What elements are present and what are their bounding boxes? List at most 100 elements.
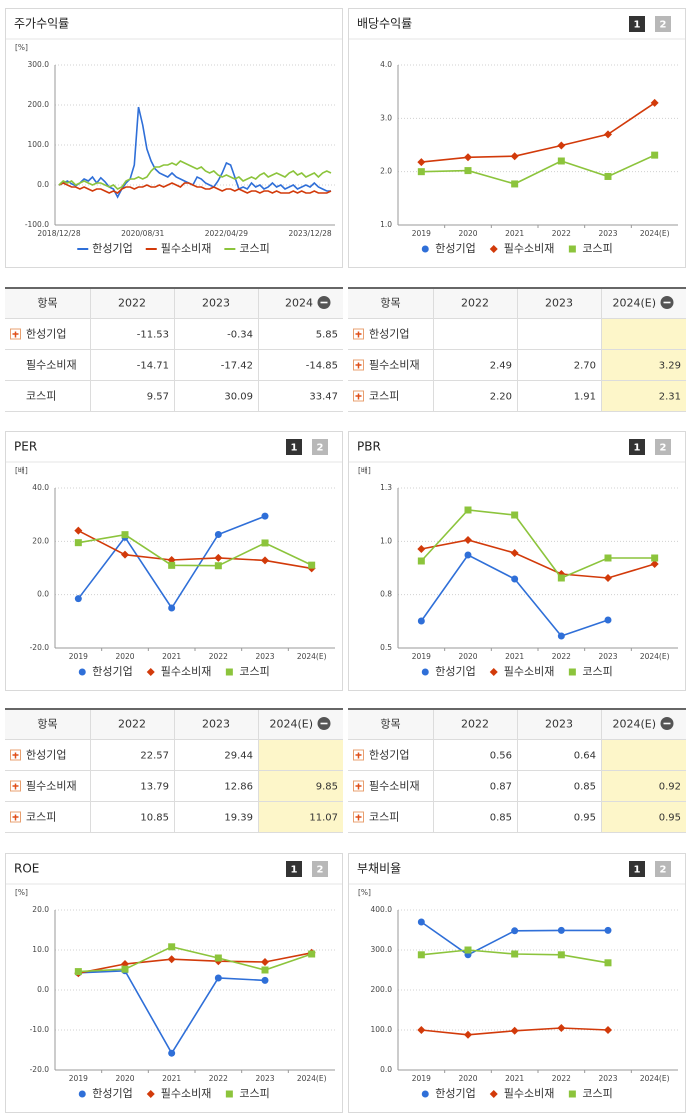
page-button-label[interactable]: 2 xyxy=(317,865,324,876)
row-label: 한성기업 xyxy=(369,328,409,341)
x-tick-label: 2020 xyxy=(115,1074,134,1083)
point xyxy=(417,1026,426,1034)
row-label: 필수소비재 xyxy=(26,359,77,372)
point xyxy=(510,152,519,161)
page-button[interactable] xyxy=(629,16,645,32)
panel xyxy=(348,431,686,691)
page-button-label[interactable]: 1 xyxy=(634,20,641,31)
point xyxy=(511,511,519,519)
point xyxy=(74,526,83,535)
cell-value: 2.70 xyxy=(574,361,596,372)
panel-title: 배당수익률 xyxy=(357,17,412,31)
point xyxy=(557,157,565,165)
point xyxy=(557,926,565,934)
point xyxy=(557,141,566,150)
y-tick-label: 0.5 xyxy=(380,643,392,652)
column-header: 2024(E) xyxy=(612,297,656,310)
page-button[interactable] xyxy=(655,439,671,455)
page-button-label[interactable]: 1 xyxy=(634,443,641,454)
point xyxy=(168,943,176,951)
legend-label: 필수소비재 xyxy=(161,242,212,255)
x-tick-label: 2022/04/29 xyxy=(205,229,248,238)
row-label: 필수소비재 xyxy=(26,780,77,793)
y-tick-label: 100.0 xyxy=(371,1025,393,1034)
x-tick-label: 2021 xyxy=(162,652,181,661)
x-tick-label: 2020/08/31 xyxy=(121,229,164,238)
legend-label: 코스피 xyxy=(239,242,269,255)
cell-value: 33.47 xyxy=(309,392,338,403)
column-header: 2024 xyxy=(285,297,313,310)
cell-value: 1.91 xyxy=(574,392,596,403)
page-button-label[interactable]: 1 xyxy=(291,443,298,454)
page-button-label[interactable]: 1 xyxy=(634,865,641,876)
cell-value: 0.56 xyxy=(490,751,512,762)
y-tick-label: 0.8 xyxy=(380,590,392,599)
legend-symbol xyxy=(568,1090,576,1098)
column-header: 2022 xyxy=(118,718,146,731)
expand-icon-plus xyxy=(355,752,362,759)
point xyxy=(121,965,129,973)
point xyxy=(604,1026,612,1034)
cell-value: 0.85 xyxy=(574,782,596,793)
column-header: 2022 xyxy=(118,297,146,310)
point xyxy=(510,549,519,557)
x-tick-label: 2021 xyxy=(505,652,524,661)
row-label: 한성기업 xyxy=(26,749,66,762)
point xyxy=(557,951,565,959)
expand-icon-plus xyxy=(12,783,19,790)
page-button[interactable] xyxy=(286,439,302,455)
page-button-label[interactable]: 1 xyxy=(291,865,298,876)
row-label: 필수소비재 xyxy=(369,780,420,793)
panel-title: PBR xyxy=(357,440,381,454)
y-tick-label: 400.0 xyxy=(371,905,393,914)
point xyxy=(464,946,472,954)
series-line xyxy=(58,160,332,190)
page-button-label[interactable]: 2 xyxy=(660,443,667,454)
highlight-column xyxy=(601,739,686,832)
row-label: 한성기업 xyxy=(369,749,409,762)
point xyxy=(464,551,472,559)
page-button[interactable] xyxy=(655,16,671,32)
cell-value: 5.85 xyxy=(316,330,338,341)
page-button[interactable] xyxy=(312,439,328,455)
panel xyxy=(348,8,686,268)
cell-value: -11.53 xyxy=(137,330,169,341)
cell-value: -14.71 xyxy=(137,361,169,372)
point xyxy=(511,180,519,188)
cell-value: -14.85 xyxy=(306,361,338,372)
x-tick-label: 2022 xyxy=(552,652,571,661)
point xyxy=(417,158,426,167)
point xyxy=(604,959,612,967)
row-label: 필수소비재 xyxy=(369,359,420,372)
x-tick-label: 2023/12/28 xyxy=(288,229,331,238)
legend-symbol xyxy=(225,1090,233,1098)
series-line xyxy=(421,154,656,185)
legend-label: 코스피 xyxy=(582,242,612,255)
y-tick-label: 1.3 xyxy=(380,483,392,492)
page-button-label[interactable]: 2 xyxy=(660,20,667,31)
series-line xyxy=(78,945,312,973)
page-button-label[interactable]: 2 xyxy=(317,443,324,454)
y-tick-label: -20.0 xyxy=(30,643,50,652)
x-tick-label: 2019 xyxy=(412,1074,431,1083)
page-button[interactable] xyxy=(655,861,671,877)
page-button[interactable] xyxy=(312,861,328,877)
column-header: 2023 xyxy=(545,297,573,310)
row-label: 코스피 xyxy=(26,811,56,824)
column-header: 2023 xyxy=(545,718,573,731)
point xyxy=(261,958,269,966)
page-button[interactable] xyxy=(286,861,302,877)
point xyxy=(417,617,425,625)
page-button[interactable] xyxy=(629,861,645,877)
legend-label: 한성기업 xyxy=(435,665,475,678)
cell-value: 29.44 xyxy=(224,751,253,762)
legend-symbol xyxy=(146,1090,155,1098)
page-button-label[interactable]: 2 xyxy=(660,865,667,876)
panel-title: 부채비율 xyxy=(357,862,401,876)
point xyxy=(604,616,612,624)
page-button[interactable] xyxy=(629,439,645,455)
cell-value: 0.85 xyxy=(490,813,512,824)
x-tick-label: 2021 xyxy=(505,1074,524,1083)
column-header: 항목 xyxy=(380,297,400,310)
